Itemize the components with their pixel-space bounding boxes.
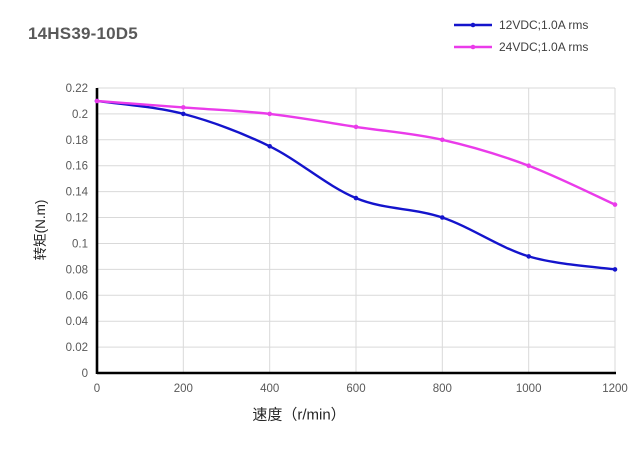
svg-text:0.1: 0.1 xyxy=(72,239,88,251)
x-axis-title: 速度（r/min） xyxy=(252,406,346,424)
y-axis-title: 转矩(N.m) xyxy=(33,199,48,261)
svg-text:0.18: 0.18 xyxy=(66,135,88,147)
svg-text:0.04: 0.04 xyxy=(66,316,89,328)
legend-item-12vdc: 12VDC;1.0A rms xyxy=(453,16,588,33)
legend-line-marker-icon xyxy=(454,44,492,49)
legend-line-marker-icon xyxy=(454,22,492,27)
svg-text:200: 200 xyxy=(174,383,193,395)
svg-text:0.08: 0.08 xyxy=(66,264,88,276)
svg-text:0.16: 0.16 xyxy=(66,161,88,173)
svg-text:0.2: 0.2 xyxy=(72,109,88,121)
legend-label-24vdc: 24VDC;1.0A rms xyxy=(499,39,589,54)
legend: 12VDC;1.0A rms 24VDC;1.0A rms xyxy=(453,16,588,55)
legend-label-12vdc: 12VDC;1.0A rms xyxy=(499,17,589,32)
svg-text:800: 800 xyxy=(433,383,452,395)
svg-text:0.14: 0.14 xyxy=(66,187,89,199)
svg-text:0: 0 xyxy=(82,368,88,380)
svg-text:0.06: 0.06 xyxy=(66,290,88,302)
svg-text:400: 400 xyxy=(260,383,279,395)
chart-title: 14HS39-10D5 xyxy=(28,24,138,43)
svg-text:0.02: 0.02 xyxy=(66,342,88,354)
svg-text:1200: 1200 xyxy=(602,383,628,395)
svg-text:0.22: 0.22 xyxy=(66,83,88,95)
svg-text:0.12: 0.12 xyxy=(66,213,88,225)
svg-text:0: 0 xyxy=(94,383,100,395)
svg-text:600: 600 xyxy=(346,383,365,395)
legend-item-24vdc: 24VDC;1.0A rms xyxy=(453,38,588,55)
svg-text:1000: 1000 xyxy=(516,383,542,395)
